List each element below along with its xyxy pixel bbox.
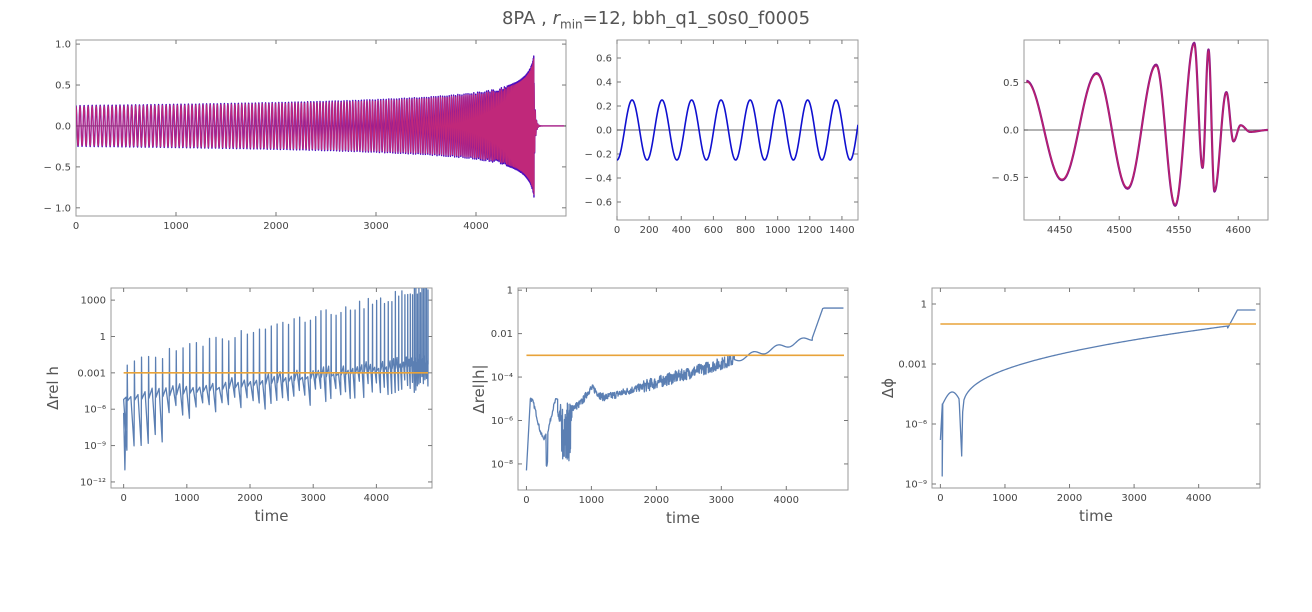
rel_abs_h-ytick-label: 10⁻⁴ [491,373,513,384]
rel_abs_h-panel: 0 1000 2000 3000 4000 10⁻⁸ 10⁻⁶ 10⁻⁴ 0.01 1 time Δr… [470,286,849,527]
rel_h-ytick-label: 10⁻¹² [80,477,106,488]
early-xtick-label: 1200 [797,225,822,236]
merger-plot-area [1024,41,1268,207]
early-ytick-label: 0.2 [596,102,612,113]
rel_abs_h-series-0 [525,307,844,471]
rel_h-ytick-label: 1 [100,332,106,343]
rel_abs_h-ytick-label: 10⁻⁸ [491,459,513,470]
merger-series-1 [1026,43,1268,205]
rel_h-ytick-label: 10⁻⁹ [84,441,106,452]
early-ytick-label: 0.4 [596,78,612,89]
dphi-xtick-label: 2000 [1057,493,1082,504]
early-xtick-label: 800 [736,225,755,236]
early-ytick-label: − 0.4 [585,174,612,185]
early-plot-area [617,99,858,161]
full-frame [75,39,567,217]
rel_abs_h-xtick-label: 1000 [579,495,604,506]
early-xtick-label: 600 [704,225,723,236]
full-series-1 [76,58,565,195]
rel_abs_h-xtick-label: 0 [523,495,529,506]
dphi-ylabel: Δϕ [879,378,897,398]
early-ytick-label: − 0.2 [585,150,612,161]
early-ytick-label: − 0.6 [585,198,612,209]
rel_h-ytick-label: 10⁻⁶ [84,405,106,416]
rel_h-xlabel: time [255,507,289,525]
full-ytick-label: − 1.0 [44,203,71,214]
full-ytick-label: 0.5 [55,81,71,92]
merger-ytick-label: 0.5 [1003,78,1019,89]
rel_h-panel: 0 1000 2000 3000 4000 10⁻¹² 10⁻⁹ 10⁻⁶ 0.001 1 1000… [44,287,433,525]
rel_abs_h-ytick-label: 10⁻⁶ [491,416,513,427]
merger-xtick-label: 4450 [1047,225,1072,236]
early-xtick-label: 400 [672,225,691,236]
early-panel: 0 200 400 600 800 1000 1200 1400 − 0.6 − 0.4 − 0.2… [585,39,859,236]
rel_abs_h-ylabel: Δrel|h| [470,364,488,413]
dphi-series-0 [939,309,1256,477]
full-xtick-label: 4000 [463,221,488,232]
full-ytick-label: 1.0 [55,40,71,51]
merger-xtick-label: 4600 [1226,225,1251,236]
early-xtick-label: 0 [614,225,620,236]
full-xtick-label: 2000 [263,221,288,232]
early-ytick-label: 0.6 [596,54,612,65]
full-xtick-label: 0 [73,221,79,232]
dphi-xtick-label: 3000 [1121,493,1146,504]
rel_h-ytick-label: 0.001 [77,368,106,379]
early-xtick-label: 1000 [765,225,790,236]
rel_h-ylabel: Δrel h [44,366,62,410]
rel_abs_h-xtick-label: 2000 [644,495,669,506]
dphi-xlabel: time [1079,507,1113,525]
rel_h-series-0 [122,288,429,471]
dphi-ytick-label: 10⁻⁶ [905,420,927,431]
rel_h-ytick-label: 1000 [81,296,106,307]
full-ytick-label: 0.0 [55,121,71,132]
full-panel: 1000 2000 3000 4000 0− 1.0 − 0.5 0.0 0.5 1.0 [44,39,567,232]
rel_abs_h-plot-area [525,307,844,471]
dphi-ytick-label: 0.001 [898,360,927,371]
rel_abs_h-xlabel: time [666,509,700,527]
full-xtick-label: 3000 [363,221,388,232]
rel_h-xtick-label: 2000 [237,493,262,504]
title-prefix: 8PA , [501,8,553,29]
merger-series-0 [1026,41,1268,207]
rel_h-frame [110,287,433,489]
early-ytick-label: 0.0 [596,126,612,137]
merger-panel: 4450 4500 4550 4600 − 0.5 0.0 0.5 [992,39,1269,236]
full-ytick-label: − 0.5 [44,162,71,173]
full-xtick-label: 1000 [163,221,188,232]
title-subscript: min [560,17,583,32]
dphi-frame [931,287,1261,489]
rel_abs_h-ytick-label: 1 [507,286,513,297]
merger-xtick-label: 4500 [1106,225,1131,236]
dphi-ytick-label: 10⁻⁹ [905,480,927,491]
dphi-ytick-label: 1 [921,300,927,311]
dphi-xtick-label: 1000 [992,493,1017,504]
rel_h-xtick-label: 4000 [364,493,389,504]
dphi-plot-area [939,309,1256,477]
merger-ytick-label: 0.0 [1003,126,1019,137]
early-xtick-label: 200 [640,225,659,236]
figure-title: 8PA , rmin=12, bbh_q1_s0s0_f0005 [0,8,1312,32]
merger-ytick-label: − 0.5 [992,173,1019,184]
rel_h-xtick-label: 3000 [300,493,325,504]
title-suffix: =12, bbh_q1_s0s0_f0005 [582,8,811,29]
early-series-0 [617,99,858,161]
dphi-xtick-label: 4000 [1186,493,1211,504]
rel_abs_h-xtick-label: 3000 [709,495,734,506]
full-plot-area [76,55,566,198]
title-variable: r [552,8,561,29]
rel_h-plot-area [122,288,429,471]
rel_h-xtick-label: 1000 [174,493,199,504]
rel_abs_h-xtick-label: 4000 [774,495,799,506]
rel_abs_h-ytick-label: 0.01 [491,329,513,340]
rel_abs_h-frame [517,287,849,491]
early-xtick-label: 1400 [829,225,854,236]
dphi-panel: 0 1000 2000 3000 4000 10⁻⁹ 10⁻⁶ 0.001 1 time Δϕ [879,287,1261,525]
dphi-xtick-label: 0 [937,493,943,504]
merger-xtick-label: 4550 [1166,225,1191,236]
rel_h-xtick-label: 0 [120,493,126,504]
